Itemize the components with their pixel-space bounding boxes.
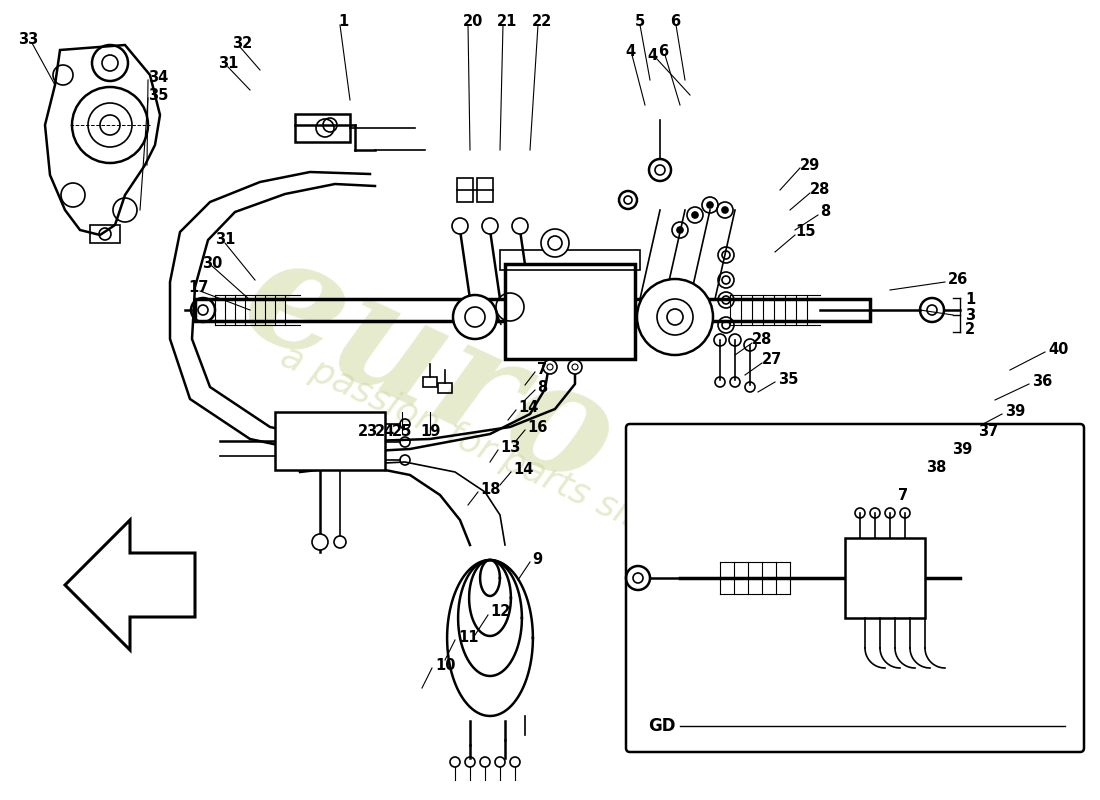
Circle shape [453, 295, 497, 339]
Text: 9: 9 [532, 553, 542, 567]
Text: 7: 7 [537, 362, 547, 378]
Circle shape [543, 360, 557, 374]
Circle shape [334, 536, 346, 548]
Text: 7: 7 [898, 487, 909, 502]
Text: 31: 31 [214, 233, 235, 247]
Circle shape [676, 227, 683, 233]
Text: 6: 6 [658, 45, 668, 59]
Text: 18: 18 [480, 482, 501, 498]
Circle shape [312, 534, 328, 550]
Bar [477, 178, 493, 202]
Text: 13: 13 [500, 441, 520, 455]
Text: 28: 28 [810, 182, 830, 198]
Circle shape [707, 202, 713, 208]
Text: 4: 4 [625, 45, 635, 59]
Text: 39: 39 [952, 442, 972, 458]
Bar [505, 264, 635, 359]
Text: 26: 26 [948, 273, 968, 287]
Bar [90, 225, 120, 243]
Text: 24: 24 [375, 425, 395, 439]
Text: 22: 22 [532, 14, 552, 30]
Text: 11: 11 [458, 630, 478, 646]
Bar [500, 250, 640, 270]
Text: 38: 38 [926, 461, 946, 475]
Text: 34: 34 [148, 70, 168, 85]
Text: 23: 23 [358, 425, 378, 439]
Text: 8: 8 [820, 205, 830, 219]
Text: 27: 27 [762, 353, 782, 367]
Circle shape [722, 207, 728, 213]
Text: 30: 30 [202, 255, 222, 270]
Text: 15: 15 [795, 225, 815, 239]
Bar [195, 299, 870, 321]
Text: 12: 12 [490, 605, 510, 619]
Text: 16: 16 [527, 421, 548, 435]
Circle shape [637, 279, 713, 355]
Text: 35: 35 [778, 373, 799, 387]
Text: 35: 35 [148, 87, 168, 102]
Circle shape [568, 360, 582, 374]
Bar [845, 538, 925, 618]
Text: 4: 4 [647, 47, 657, 62]
Circle shape [541, 229, 569, 257]
Text: 36: 36 [1032, 374, 1053, 390]
Text: 28: 28 [752, 333, 772, 347]
Text: 21: 21 [497, 14, 517, 30]
Text: 1: 1 [338, 14, 349, 30]
Text: 25: 25 [392, 425, 412, 439]
FancyBboxPatch shape [626, 424, 1084, 752]
Text: 19: 19 [420, 425, 440, 439]
Text: 14: 14 [518, 401, 538, 415]
Text: 20: 20 [463, 14, 483, 30]
Text: 5: 5 [635, 14, 646, 30]
Text: 32: 32 [232, 37, 252, 51]
Text: GD: GD [648, 717, 675, 735]
Text: 40: 40 [1048, 342, 1068, 358]
Circle shape [512, 218, 528, 234]
Text: 29: 29 [800, 158, 821, 173]
Text: 17: 17 [188, 281, 208, 295]
Bar [295, 114, 350, 142]
Bar [275, 412, 385, 470]
Text: 14: 14 [513, 462, 534, 478]
Text: 8: 8 [537, 381, 548, 395]
Text: 6: 6 [670, 14, 680, 30]
Text: 39: 39 [1005, 405, 1025, 419]
Bar [424, 377, 437, 387]
Text: 31: 31 [218, 57, 239, 71]
Circle shape [452, 218, 468, 234]
Bar [456, 178, 473, 202]
Circle shape [692, 212, 698, 218]
Text: euro: euro [221, 220, 638, 520]
Text: 3: 3 [965, 307, 975, 322]
Text: a passion for parts since 1985: a passion for parts since 1985 [275, 339, 784, 601]
Text: 1: 1 [965, 293, 976, 307]
Circle shape [482, 218, 498, 234]
Text: 10: 10 [434, 658, 455, 673]
Text: 33: 33 [18, 33, 38, 47]
Text: 2: 2 [965, 322, 975, 338]
Bar [438, 383, 452, 393]
Text: 37: 37 [978, 425, 999, 439]
